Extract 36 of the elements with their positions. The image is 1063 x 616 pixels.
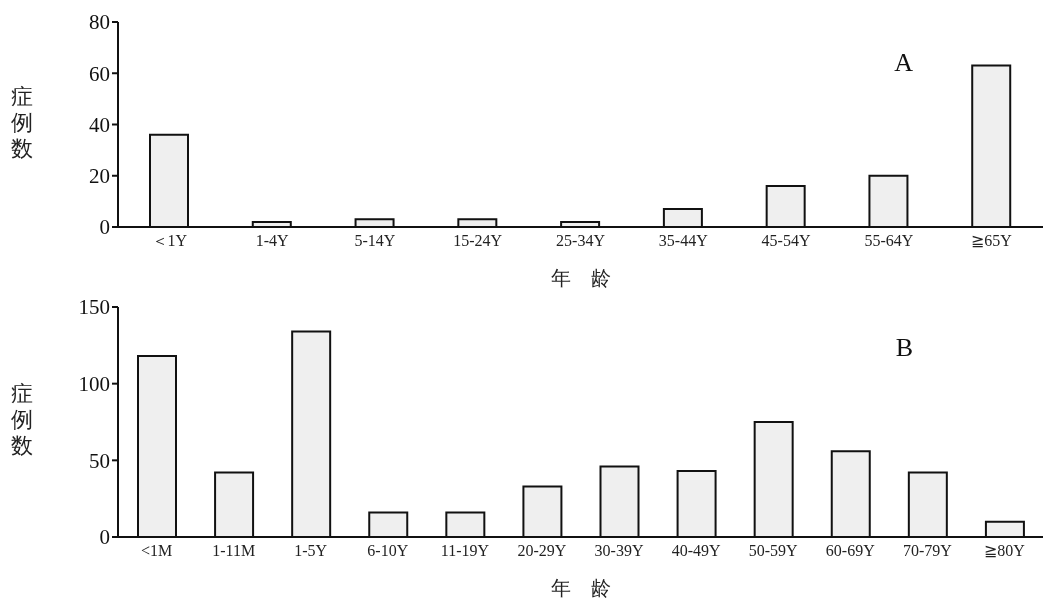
y-tick-label: 100 xyxy=(78,372,110,397)
x-tick-label: 35-44Y xyxy=(658,232,709,250)
x-tick-label: 1-4Y xyxy=(255,232,290,250)
y-tick-label: 60 xyxy=(89,61,110,86)
x-axis-title: 年 龄 xyxy=(550,577,611,599)
x-tick-label: 25-34Y xyxy=(556,232,606,250)
y-axis-title: 症例数 xyxy=(11,83,33,161)
x-tick-label: 40-49Y xyxy=(671,542,722,560)
y-tick-label: 0 xyxy=(99,525,110,550)
x-tick-label: <1M xyxy=(140,542,173,560)
x-tick-label: 45-54Y xyxy=(761,232,811,250)
x-tick-label: 50-59Y xyxy=(748,542,799,560)
y-tick-label: 50 xyxy=(89,448,110,473)
annotation: B xyxy=(895,333,913,363)
y-tick-label: 150 xyxy=(78,295,110,320)
x-axis-title: 年 龄 xyxy=(550,267,611,289)
x-tick-label: ≧65Y xyxy=(971,232,1013,250)
x-tick-label: 20-29Y xyxy=(517,542,567,560)
y-tick-label: 40 xyxy=(89,112,110,137)
y-tick-label: 80 xyxy=(89,10,110,35)
x-tick-label: 5-14Y xyxy=(354,232,396,250)
y-tick-label: 20 xyxy=(89,164,110,189)
annotation: A xyxy=(894,48,913,78)
x-tick-label: ＜1Y xyxy=(151,232,188,250)
x-tick-label: 55-64Y xyxy=(864,232,914,250)
x-tick-label: 1-11M xyxy=(212,542,256,560)
x-tick-label: 70-79Y xyxy=(902,542,953,560)
x-tick-label: 60-69Y xyxy=(825,542,876,560)
x-tick-label: 6-10Y xyxy=(367,542,409,560)
y-tick-label: 0 xyxy=(99,215,110,240)
x-tick-label: 11-19Y xyxy=(440,542,490,560)
x-tick-label: 15-24Y xyxy=(453,232,503,250)
x-tick-label: 1-5Y xyxy=(294,542,328,560)
y-axis-title: 症例数 xyxy=(11,381,33,459)
x-tick-label: ≧80Y xyxy=(984,542,1026,560)
x-tick-label: 30-39Y xyxy=(594,542,644,560)
